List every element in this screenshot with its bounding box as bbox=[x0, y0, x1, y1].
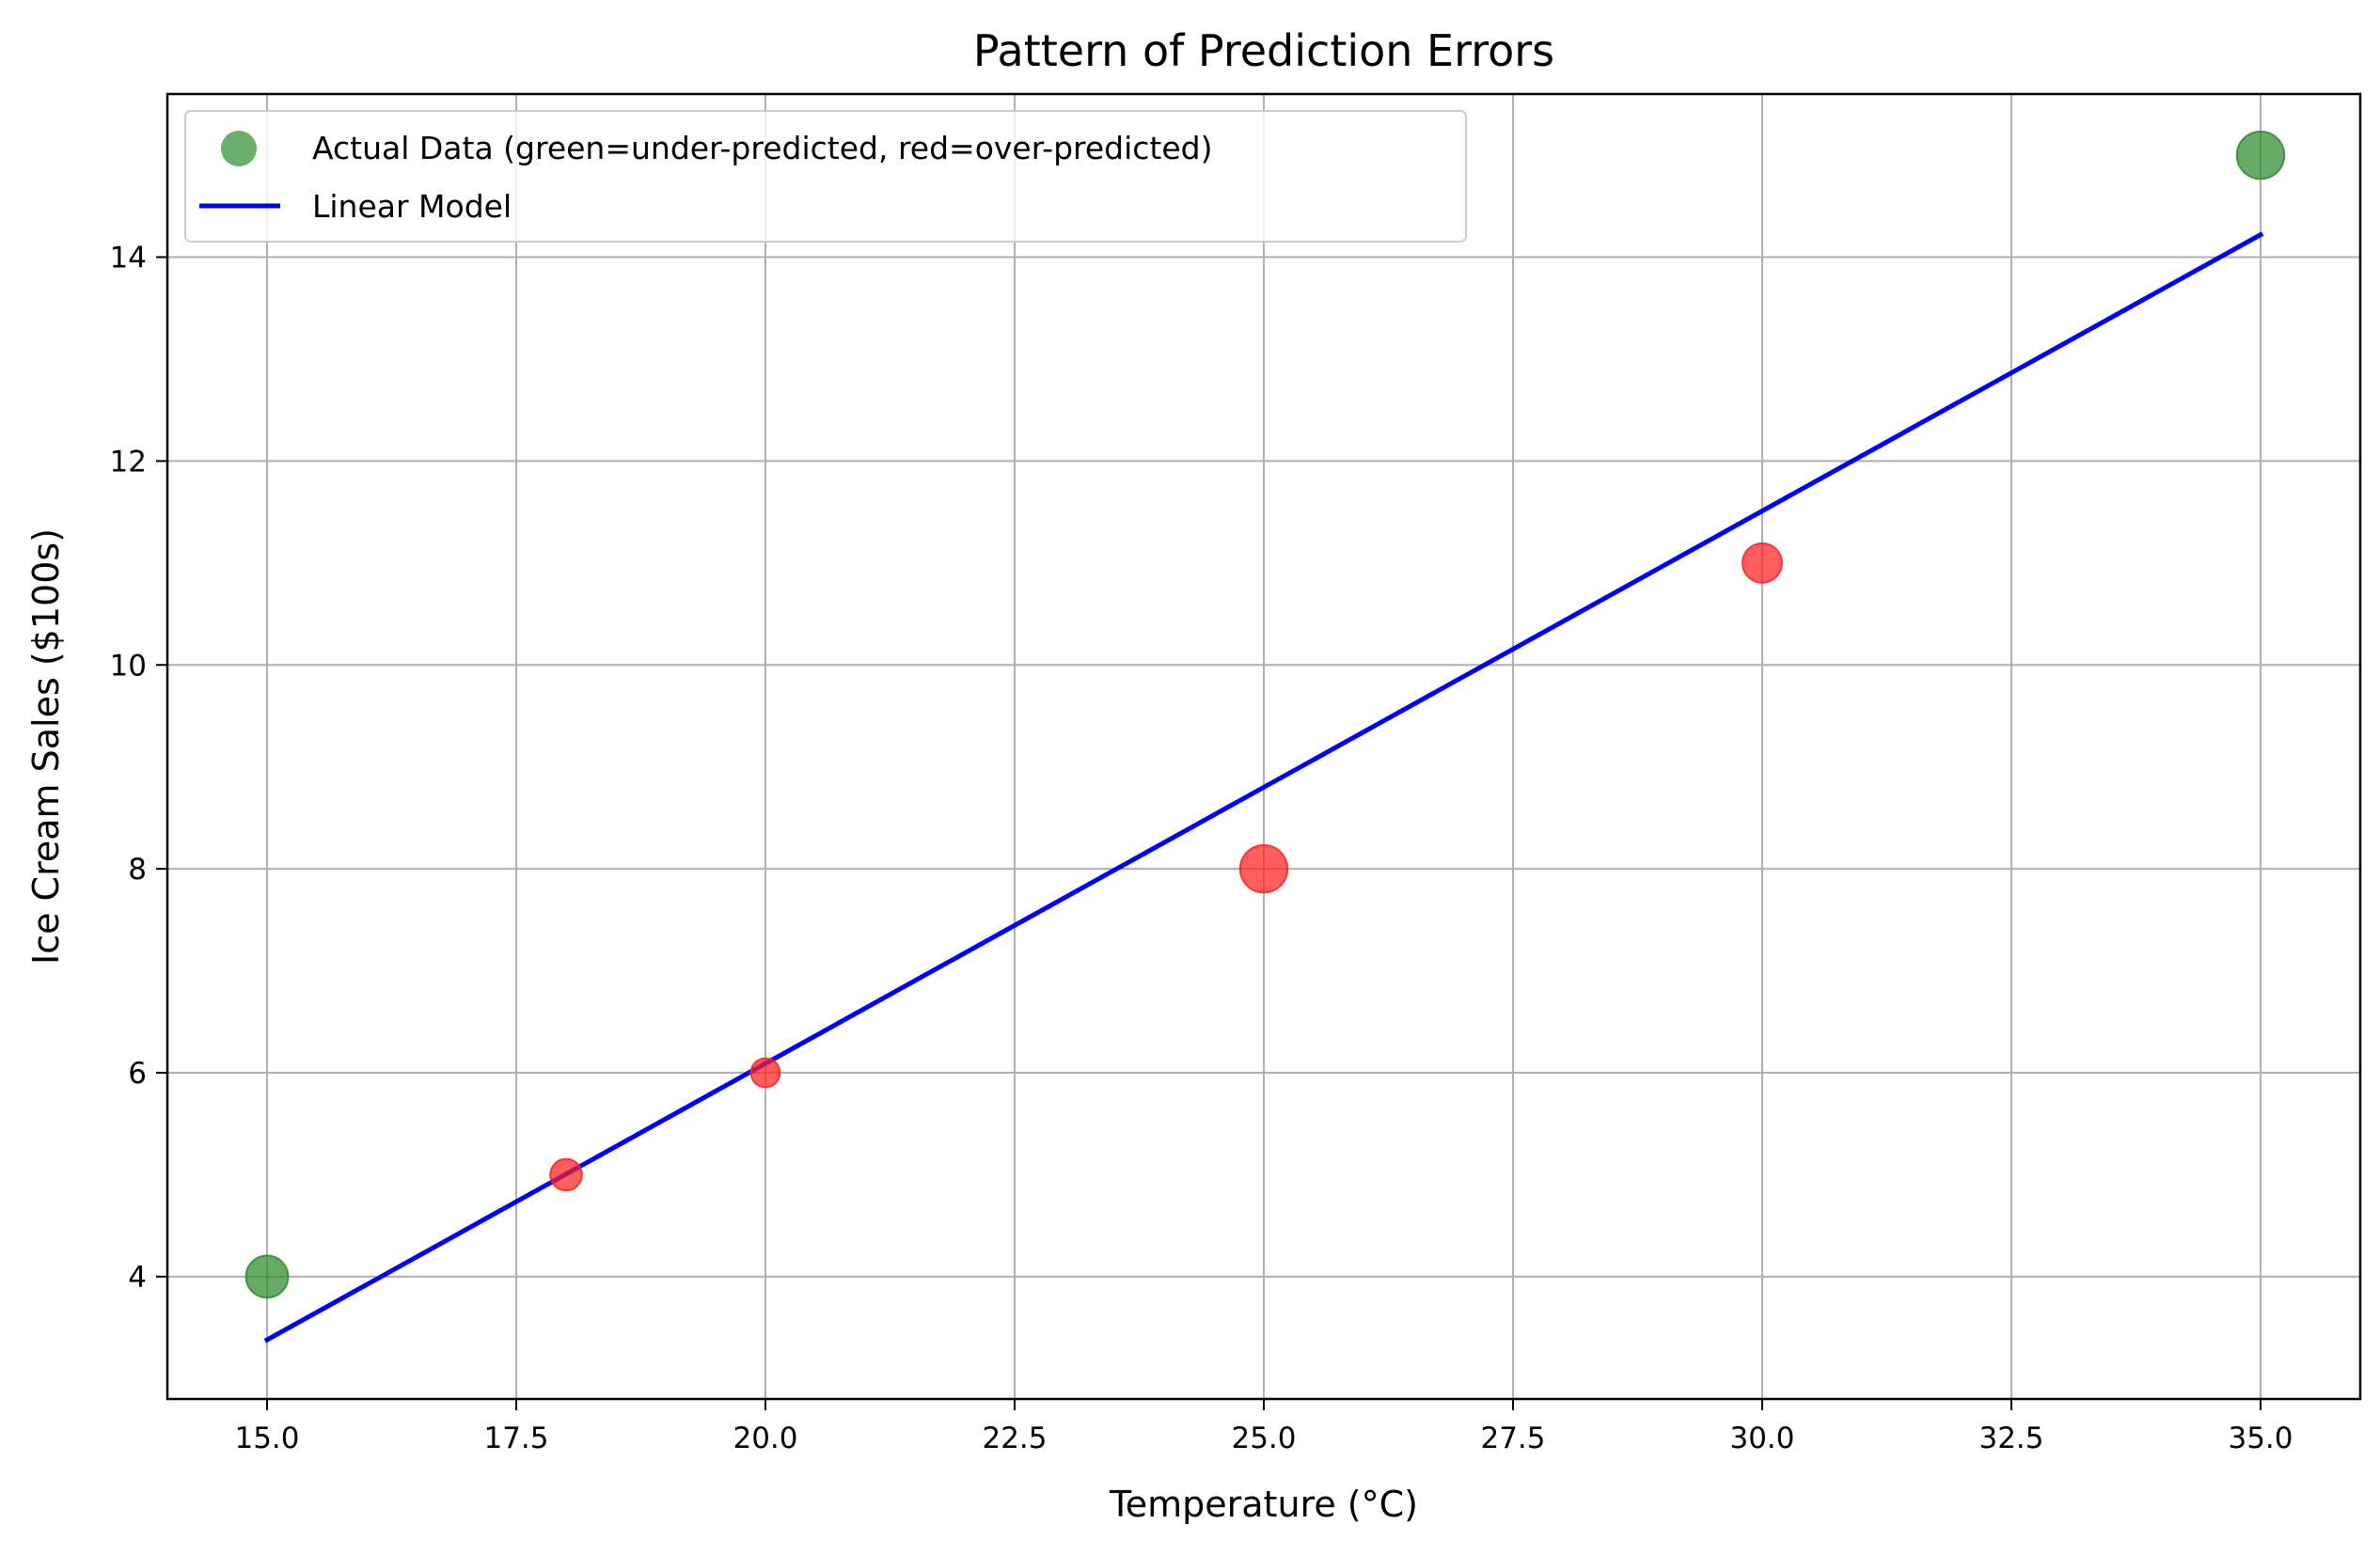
legend-label-linear-model: Linear Model bbox=[312, 188, 512, 225]
data-point-over-predicted bbox=[1238, 843, 1289, 894]
y-tick-label: 10 bbox=[110, 649, 147, 683]
y-tick-label: 6 bbox=[128, 1057, 147, 1091]
data-point-under-predicted bbox=[2235, 130, 2286, 181]
grid bbox=[167, 94, 2360, 1399]
x-tick-label: 22.5 bbox=[982, 1422, 1047, 1455]
data-point-over-predicted bbox=[549, 1157, 583, 1192]
linear-model-line bbox=[263, 231, 2264, 1344]
y-tick-label: 4 bbox=[128, 1261, 147, 1295]
y-tick-label: 8 bbox=[128, 853, 147, 887]
x-tick-label: 17.5 bbox=[483, 1422, 548, 1455]
x-tick-label: 35.0 bbox=[2228, 1422, 2293, 1455]
linear-model-layer bbox=[263, 231, 2264, 1344]
chart-title: Pattern of Prediction Errors bbox=[973, 25, 1554, 76]
legend: Actual Data (green=under-predicted, red=… bbox=[184, 110, 1467, 243]
x-tick-label: 27.5 bbox=[1480, 1422, 1545, 1455]
data-point-over-predicted bbox=[749, 1057, 781, 1089]
x-tick-label: 30.0 bbox=[1729, 1422, 1794, 1455]
legend-label-actual-data: Actual Data (green=under-predicted, red=… bbox=[312, 130, 1213, 166]
x-tick-label: 15.0 bbox=[234, 1422, 299, 1455]
data-point-over-predicted bbox=[1742, 542, 1783, 584]
x-tick-label: 20.0 bbox=[733, 1422, 797, 1455]
x-axis-label: Temperature (°C) bbox=[1109, 1484, 1418, 1525]
legend-marker-actual-data bbox=[221, 131, 257, 166]
y-tick-label: 14 bbox=[110, 242, 147, 275]
y-axis-label: Ice Cream Sales ($100s) bbox=[25, 528, 67, 965]
legend-box bbox=[184, 110, 1467, 243]
y-tick-label: 12 bbox=[110, 445, 147, 479]
data-point-under-predicted bbox=[244, 1254, 290, 1299]
axis-ticks: 15.0 17.5 20.0 22.5 25.0 27.5 30.0 32.5 35.0 4 6 8 1… bbox=[110, 242, 2293, 1456]
x-tick-label: 25.0 bbox=[1231, 1422, 1296, 1455]
x-tick-label: 32.5 bbox=[1978, 1422, 2043, 1455]
data-points-layer bbox=[244, 130, 2286, 1299]
